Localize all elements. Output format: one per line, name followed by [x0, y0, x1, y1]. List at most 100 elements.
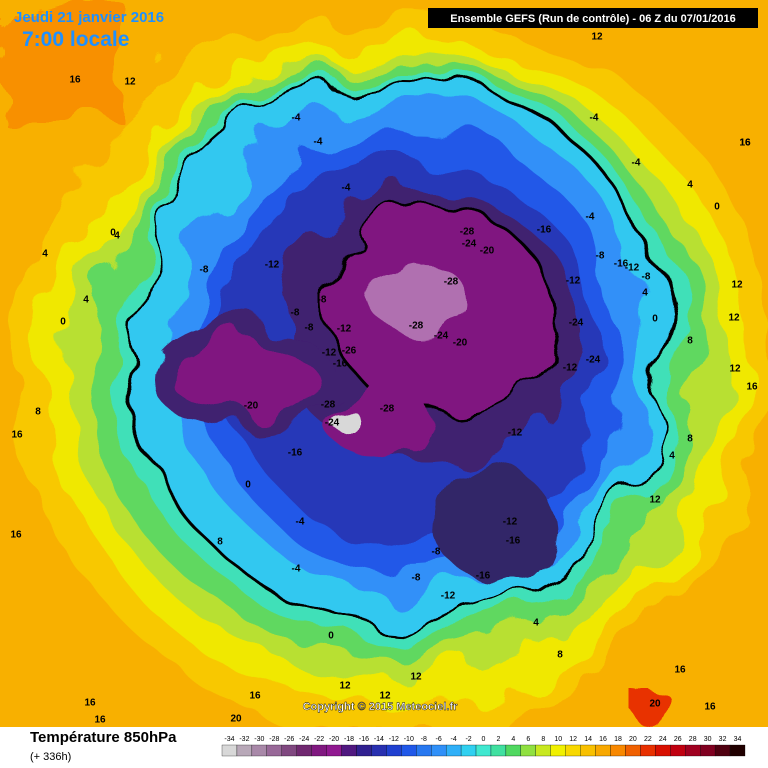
scale-label: -26	[284, 736, 294, 743]
scale-swatch	[625, 744, 641, 757]
contour-label: 4	[642, 288, 648, 299]
scale-label: 28	[689, 736, 697, 743]
contour-label: -12	[566, 276, 581, 287]
scale-label: -2	[465, 736, 471, 743]
scale-swatch	[475, 744, 492, 757]
copyright: Copyright © 2015 Meteociel.fr	[303, 701, 459, 713]
color-scale: -34 -32 -30 -28 -26 -24 -22 -20 -18 -16 -14 -12 -10-…	[221, 736, 746, 757]
scale-swatch	[490, 744, 507, 757]
contour-label: -24	[586, 355, 601, 366]
contour-label: -12	[322, 348, 337, 359]
contour-label: 16	[739, 138, 751, 149]
scale-label: 30	[704, 736, 712, 743]
scale-swatch	[700, 744, 716, 757]
contour-label: -20	[244, 401, 259, 412]
scale-label: 12	[569, 736, 577, 743]
contour-label: 4	[83, 295, 89, 306]
scale-label: 24	[659, 736, 667, 743]
contour-label: -12	[625, 263, 640, 274]
run-box	[428, 8, 758, 28]
scale-label: 34	[734, 736, 742, 743]
scale-swatch	[221, 744, 238, 757]
contour-label: -12	[265, 260, 280, 271]
scale-label: 10	[554, 736, 562, 743]
contour-label: -8	[642, 272, 651, 283]
contour-label: 4	[533, 618, 539, 629]
contour-label: -16	[476, 571, 491, 582]
contour-label: 12	[729, 364, 741, 375]
contour-label: -8	[596, 251, 605, 262]
contour-label: -8	[318, 295, 327, 306]
contour-label: 16	[94, 715, 106, 726]
contour-label: 4	[687, 180, 693, 191]
run-label: Ensemble GEFS (Run de contrôle) - 06 Z d…	[450, 13, 735, 25]
contour-label: -4	[292, 113, 301, 124]
contour-label: -16	[506, 536, 521, 547]
scale-swatch	[356, 744, 372, 757]
scale-swatch	[550, 744, 566, 757]
scale-label: 14	[584, 736, 592, 743]
scale-label: -16	[359, 736, 369, 743]
date-label: Jeudi 21 janvier 2016	[14, 9, 164, 26]
contour-label: -12	[563, 363, 578, 374]
scale-label: 22	[644, 736, 652, 743]
scale-swatch	[714, 744, 731, 757]
contour-label: 8	[35, 407, 41, 418]
scale-swatch	[685, 744, 701, 757]
scale-label: -4	[450, 736, 456, 743]
scale-label: -34	[224, 736, 234, 743]
contour-label: 8	[557, 650, 563, 661]
contour-label: -24	[569, 318, 584, 329]
contour-label: -16	[614, 259, 629, 270]
contour-label: -4	[314, 137, 323, 148]
time-label: 7:00 locale	[22, 28, 129, 51]
scale-label: 20	[629, 736, 637, 743]
contour-label: 12	[731, 280, 743, 291]
scale-label: -10	[404, 736, 414, 743]
contour-label: 12	[339, 681, 351, 692]
scale-label: 18	[614, 736, 622, 743]
contour-label: -28	[444, 277, 459, 288]
contour-label: -28	[321, 400, 336, 411]
contour-label: 16	[84, 698, 96, 709]
scale-swatch	[341, 744, 357, 757]
scale-swatch	[281, 744, 297, 757]
contour-label: 0	[328, 631, 334, 642]
contour-label: -24	[434, 331, 449, 342]
contour-label: -16	[288, 448, 303, 459]
scale-swatch	[236, 744, 253, 757]
scale-label: -14	[374, 736, 384, 743]
contour-label: -4	[590, 113, 599, 124]
scale-label: 4	[511, 736, 515, 743]
scale-swatch	[311, 744, 327, 757]
scale-swatch	[640, 744, 656, 757]
scale-swatch	[266, 744, 282, 757]
contour-label: -24	[462, 239, 477, 250]
contour-label: -4	[632, 158, 641, 169]
contour-label: 8	[687, 434, 693, 445]
scale-label: 26	[674, 736, 682, 743]
contour-label: 4	[114, 231, 120, 242]
contour-label: 16	[69, 75, 81, 86]
contour-label: 12	[649, 495, 661, 506]
contour-label: 16	[704, 702, 716, 713]
scale-label: -18	[344, 736, 354, 743]
contour-label: -4	[292, 564, 301, 575]
scale-label: -22	[314, 736, 324, 743]
contour-label: -16	[537, 225, 552, 236]
scale-label: 0	[482, 736, 486, 743]
contour-label: -4	[342, 183, 351, 194]
contour-label: 8	[217, 537, 223, 548]
scale-label: 6	[526, 736, 530, 743]
contour-label: -28	[380, 404, 395, 415]
contour-label: -12	[503, 517, 518, 528]
contour-label: -20	[453, 338, 468, 349]
contour-label: -20	[480, 246, 495, 257]
scale-label: 32	[719, 736, 727, 743]
scale-label: -28	[269, 736, 279, 743]
contour-label: -16	[333, 359, 348, 370]
contour-label: 16	[739, 138, 751, 149]
scale-swatch	[670, 744, 686, 757]
scale-swatch	[296, 744, 312, 757]
